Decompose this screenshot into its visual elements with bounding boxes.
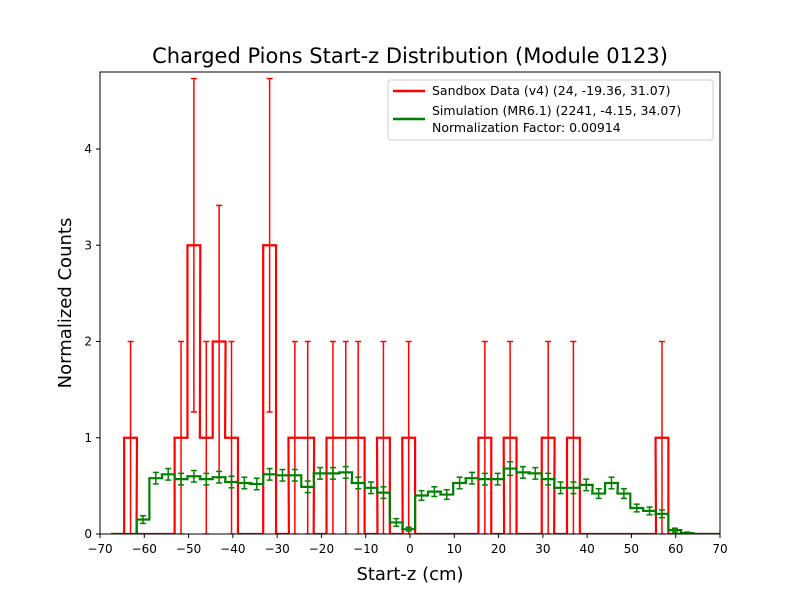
simulation-errorbar bbox=[443, 488, 450, 501]
simulation-errorbar bbox=[507, 461, 514, 477]
x-tick-label: −10 bbox=[353, 542, 378, 556]
simulation-errorbar bbox=[216, 470, 223, 484]
x-tick-label: −60 bbox=[132, 542, 157, 556]
simulation-errorbar bbox=[241, 476, 248, 490]
simulation-errorbar bbox=[570, 481, 577, 495]
simulation-errorbar bbox=[253, 477, 260, 491]
simulation-errorbar bbox=[431, 486, 438, 498]
simulation-errorbar bbox=[519, 465, 526, 479]
y-tick-label: 0 bbox=[84, 527, 92, 541]
legend-data-label: Sandbox Data (v4) (24, -19.36, 31.07) bbox=[432, 83, 671, 98]
simulation-errorbar bbox=[532, 466, 539, 480]
y-tick-label: 2 bbox=[84, 335, 92, 349]
axes-frame bbox=[99, 71, 721, 535]
simulation-errorbar bbox=[228, 475, 235, 489]
x-tick-label: 70 bbox=[712, 542, 727, 556]
x-tick-label: 20 bbox=[491, 542, 506, 556]
simulation-errorbar bbox=[646, 506, 653, 516]
y-axis-ticks: 0 1 2 3 4 bbox=[84, 142, 100, 541]
x-tick-label: 0 bbox=[406, 542, 414, 556]
simulation-errorbar bbox=[317, 466, 324, 480]
x-tick-label: 10 bbox=[447, 542, 462, 556]
data-series-simulation bbox=[111, 461, 720, 534]
x-axis-ticks: −70 −60 −50 −40 −30 −20 −10 0 10 20 30 40 50 60 70 bbox=[87, 534, 728, 556]
simulation-errorbar bbox=[608, 476, 615, 490]
simulation-errorbar bbox=[595, 488, 602, 500]
x-tick-label: −50 bbox=[176, 542, 201, 556]
data-step-line bbox=[111, 244, 720, 534]
simulation-errorbar bbox=[355, 476, 362, 490]
x-tick-label: 40 bbox=[580, 542, 595, 556]
simulation-errorbar bbox=[178, 472, 185, 486]
y-tick-label: 4 bbox=[84, 142, 92, 156]
legend: Sandbox Data (v4) (24, -19.36, 31.07) Si… bbox=[387, 79, 714, 141]
chart-title: Charged Pions Start-z Distribution (Modu… bbox=[152, 44, 668, 68]
x-tick-label: 60 bbox=[668, 542, 683, 556]
simulation-errorbar bbox=[494, 472, 501, 486]
x-tick-label: −70 bbox=[87, 542, 112, 556]
simulation-errorbar bbox=[418, 489, 425, 502]
x-tick-label: 50 bbox=[624, 542, 639, 556]
x-tick-label: −20 bbox=[309, 542, 334, 556]
simulation-errorbar bbox=[393, 517, 400, 528]
x-tick-label: 30 bbox=[535, 542, 550, 556]
simulation-errorbar bbox=[342, 465, 349, 479]
simulation-errorbar bbox=[456, 476, 463, 490]
simulation-errorbar bbox=[405, 526, 412, 532]
simulation-errorbar bbox=[481, 472, 488, 486]
simulation-errorbar bbox=[304, 480, 311, 494]
data-series-sandbox bbox=[111, 77, 720, 534]
simulation-errorbar bbox=[203, 472, 210, 486]
x-tick-label: −40 bbox=[220, 542, 245, 556]
simulation-errorbar bbox=[190, 469, 197, 483]
simulation-errorbar bbox=[291, 468, 298, 482]
x-axis-label: Start-z (cm) bbox=[356, 564, 463, 585]
simulation-errorbar bbox=[368, 481, 375, 495]
simulation-errorbar bbox=[658, 509, 665, 519]
simulation-errorbar bbox=[152, 471, 159, 485]
simulation-errorbar bbox=[139, 514, 146, 525]
legend-simulation-label: Simulation (MR6.1) (2241, -4.15, 34.07) bbox=[432, 103, 681, 118]
y-tick-label: 1 bbox=[84, 431, 92, 445]
simulation-errorbar bbox=[266, 467, 273, 481]
simulation-errorbar bbox=[279, 468, 286, 482]
legend-normalization-label: Normalization Factor: 0.00914 bbox=[432, 120, 621, 135]
simulation-errorbar bbox=[583, 478, 590, 492]
simulation-errorbar bbox=[620, 488, 627, 500]
simulation-step-line bbox=[111, 467, 720, 534]
x-tick-label: −30 bbox=[264, 542, 289, 556]
simulation-errorbar bbox=[380, 486, 387, 500]
y-tick-label: 3 bbox=[84, 238, 92, 252]
y-axis-label: Normalized Counts bbox=[55, 218, 76, 389]
legend-box bbox=[387, 79, 714, 141]
simulation-errorbar bbox=[165, 467, 172, 481]
simulation-errorbar bbox=[557, 481, 564, 495]
simulation-errorbar bbox=[329, 466, 336, 480]
plot-area bbox=[111, 77, 720, 534]
simulation-errorbar bbox=[545, 472, 552, 486]
simulation-errorbar bbox=[671, 527, 678, 533]
simulation-errorbar bbox=[469, 471, 475, 485]
simulation-errorbar bbox=[633, 503, 640, 513]
